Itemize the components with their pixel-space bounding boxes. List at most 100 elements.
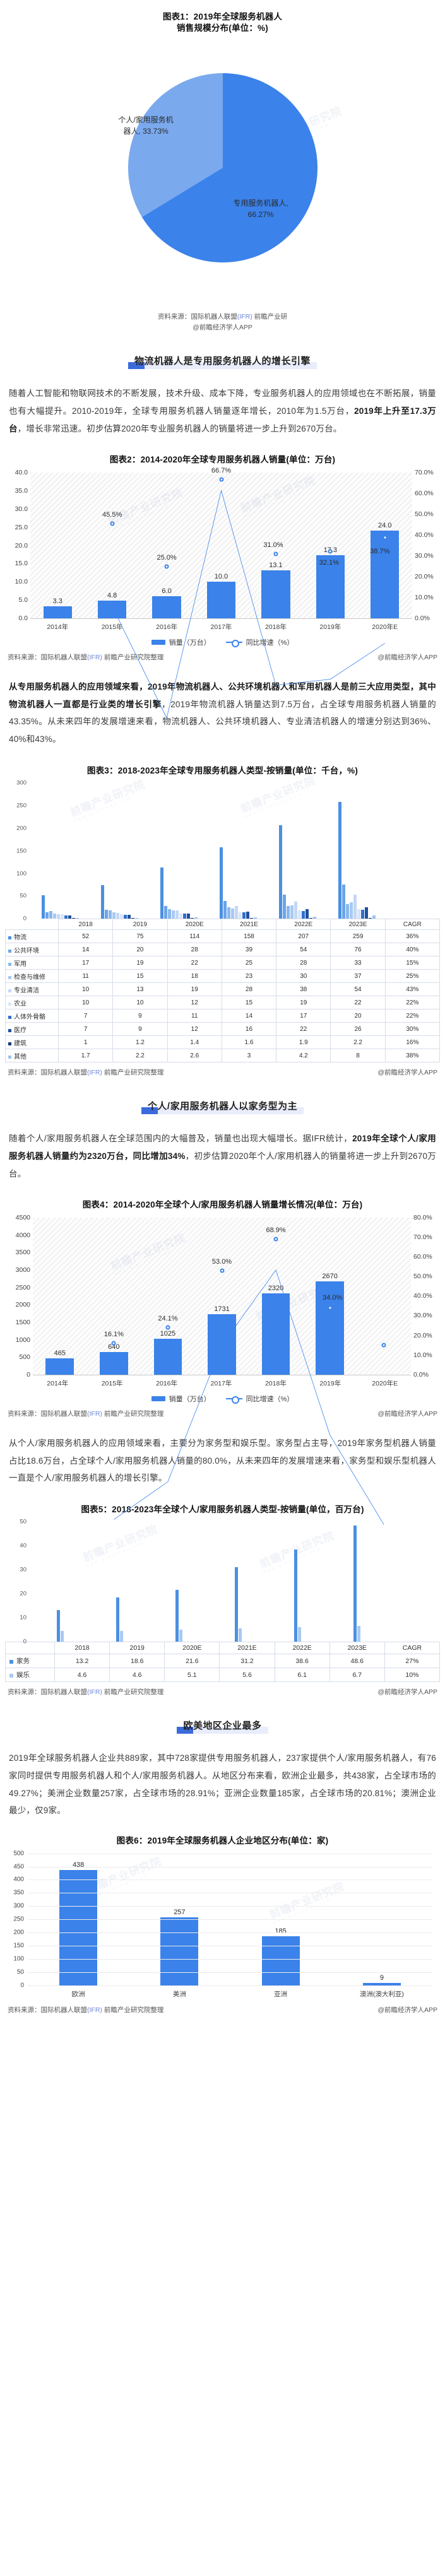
- y-axis-tick: 400: [13, 1876, 24, 1883]
- bar: [179, 1630, 182, 1642]
- legend-swatch-bar: [151, 1396, 165, 1401]
- table-cell: 114: [167, 929, 222, 944]
- bar: [338, 801, 341, 919]
- bar: [186, 913, 190, 919]
- table-cell: 21.6: [164, 1654, 220, 1669]
- bar: [360, 909, 364, 919]
- table-cell: 1.7: [57, 1049, 114, 1063]
- y-axis-tick: 2500: [15, 1283, 30, 1291]
- bar: [99, 1352, 128, 1375]
- y-axis-tick: 350: [13, 1889, 24, 1897]
- bar-cell: 3.3: [37, 473, 79, 619]
- bar-value-label: 3.3: [52, 597, 62, 605]
- table-row: 农业 10 10 12 15 19 22 22%: [5, 996, 441, 1010]
- chart4-title: 图表4：2014-2020年全球个人/家用服务机器人销量增长情况(单位：万台): [82, 1200, 363, 1210]
- gridline: [28, 1919, 432, 1920]
- x-axis-label: 2020年E: [372, 623, 398, 632]
- table-cell: 14: [57, 943, 114, 957]
- y-axis-tick: 500: [19, 1353, 30, 1362]
- line-point: [110, 521, 115, 526]
- bar: [297, 1627, 301, 1642]
- series-color-swatch: [8, 1055, 11, 1059]
- table-row: 建筑 1 1.2 1.4 1.6 1.9 2.2 16%: [5, 1035, 441, 1050]
- y-axis-tick: 100: [16, 870, 27, 878]
- line-point: [220, 1268, 224, 1273]
- y-axis-tick: 0: [20, 1982, 24, 1989]
- bar: [112, 912, 116, 919]
- bar: [261, 1293, 290, 1375]
- y2-axis-tick: 0.0%: [415, 615, 430, 623]
- line-point-label: 68.9%: [266, 1226, 286, 1235]
- table-cell: 11: [57, 969, 114, 984]
- bar: [353, 1525, 357, 1642]
- table-row: 专业清洁 10 13 19 28 38 54 43%: [5, 982, 441, 997]
- bar-group: [268, 783, 327, 919]
- y-axis-tick: 150: [13, 1942, 24, 1950]
- table-cell: 30: [276, 969, 331, 984]
- table-cell: 18.6: [109, 1654, 165, 1669]
- bar: [301, 911, 305, 919]
- line-point: [111, 1341, 116, 1346]
- x-axis-label: 2015年: [101, 623, 123, 632]
- chart2-block: 图表2：2014-2020年全球专用服务机器人销量(单位：万台) 前瞻产业研究院…: [0, 454, 445, 662]
- y-axis-tick: 150: [16, 847, 27, 855]
- table-cell: 28: [167, 943, 222, 957]
- series-color-swatch: [8, 1015, 11, 1019]
- table-row-label: 家务: [5, 1654, 55, 1669]
- gridline: [28, 1906, 432, 1907]
- table-cell: 15: [221, 996, 277, 1010]
- table-col-header: 2022E: [274, 1642, 330, 1655]
- bar: [253, 917, 257, 919]
- table-col-header: 2022E: [276, 919, 331, 931]
- table-cell: 48.6: [329, 1654, 385, 1669]
- chart1-app-credit: @前瞻经济学人APP: [193, 324, 252, 332]
- table-cell: 1: [57, 1035, 114, 1050]
- table-row-label: 物流: [5, 929, 59, 944]
- table-cell: 19: [112, 956, 168, 970]
- table-cell: 52: [57, 929, 114, 944]
- bar: [175, 1590, 179, 1642]
- y2-axis-tick: 0.0%: [413, 1370, 429, 1379]
- table-cell: 54: [330, 982, 386, 997]
- y2-axis-tick: 70.0%: [413, 1233, 432, 1241]
- bar: [249, 917, 253, 919]
- bar: [246, 911, 249, 919]
- bar: [43, 606, 72, 619]
- line-point: [273, 1237, 278, 1242]
- table-cell-cagr: 16%: [384, 1035, 441, 1050]
- x-axis-label: 2014年: [47, 623, 69, 632]
- pie-shape: [128, 73, 317, 263]
- table-cell-cagr: 25%: [384, 969, 441, 984]
- table-cell-cagr: 22%: [384, 1009, 441, 1023]
- chart2-legend: 销量（万台） 同比增速（%）: [4, 637, 441, 648]
- legend-swatch-line: [225, 640, 242, 648]
- bar-value-label: 2320: [268, 1285, 284, 1293]
- bar-group: [268, 1522, 327, 1642]
- series-color-swatch: [8, 936, 11, 939]
- y-axis-tick: 250: [13, 1915, 24, 1923]
- x-axis-label: 欧洲: [71, 1990, 85, 1998]
- chart3-title: 图表3：2018-2023年全球专用服务机器人类型-按销量(单位：千台，%): [86, 765, 359, 775]
- bar-value-label: 257: [174, 1908, 186, 1917]
- y-axis-tick: 35.0: [15, 486, 28, 495]
- bar-cell: 17.3: [309, 473, 352, 619]
- chart2-xaxis: 2014年 2015年 2016年 2017年 2018年 2019年 2020年E: [30, 622, 412, 632]
- bar: [371, 531, 400, 619]
- bar: [219, 847, 223, 919]
- bar: [261, 570, 290, 619]
- line-point: [219, 477, 223, 482]
- y-axis-tick: 15.0: [15, 560, 28, 568]
- table-cell-cagr: 22%: [384, 996, 441, 1010]
- bar: [242, 912, 246, 919]
- bar: [349, 902, 353, 919]
- y-axis-tick: 200: [13, 1929, 24, 1936]
- chart4-source-row: 资料来源：国际机器人联盟(IFR) 前瞻产业研究院整理 @前瞻经济学人APP: [8, 1409, 437, 1418]
- x-axis-label: 2020年E: [372, 1379, 398, 1387]
- y-axis-tick: 10.0: [15, 578, 28, 586]
- x-axis-label: 亚洲: [274, 1990, 288, 1998]
- chart1-block: 图表1：2019年全球服务机器人 销售规模分布(单位：%) 前瞻产业研究院www…: [0, 0, 445, 332]
- gridline: [28, 1985, 432, 1986]
- table-col-header: 2018: [57, 919, 114, 931]
- bar: [71, 917, 75, 919]
